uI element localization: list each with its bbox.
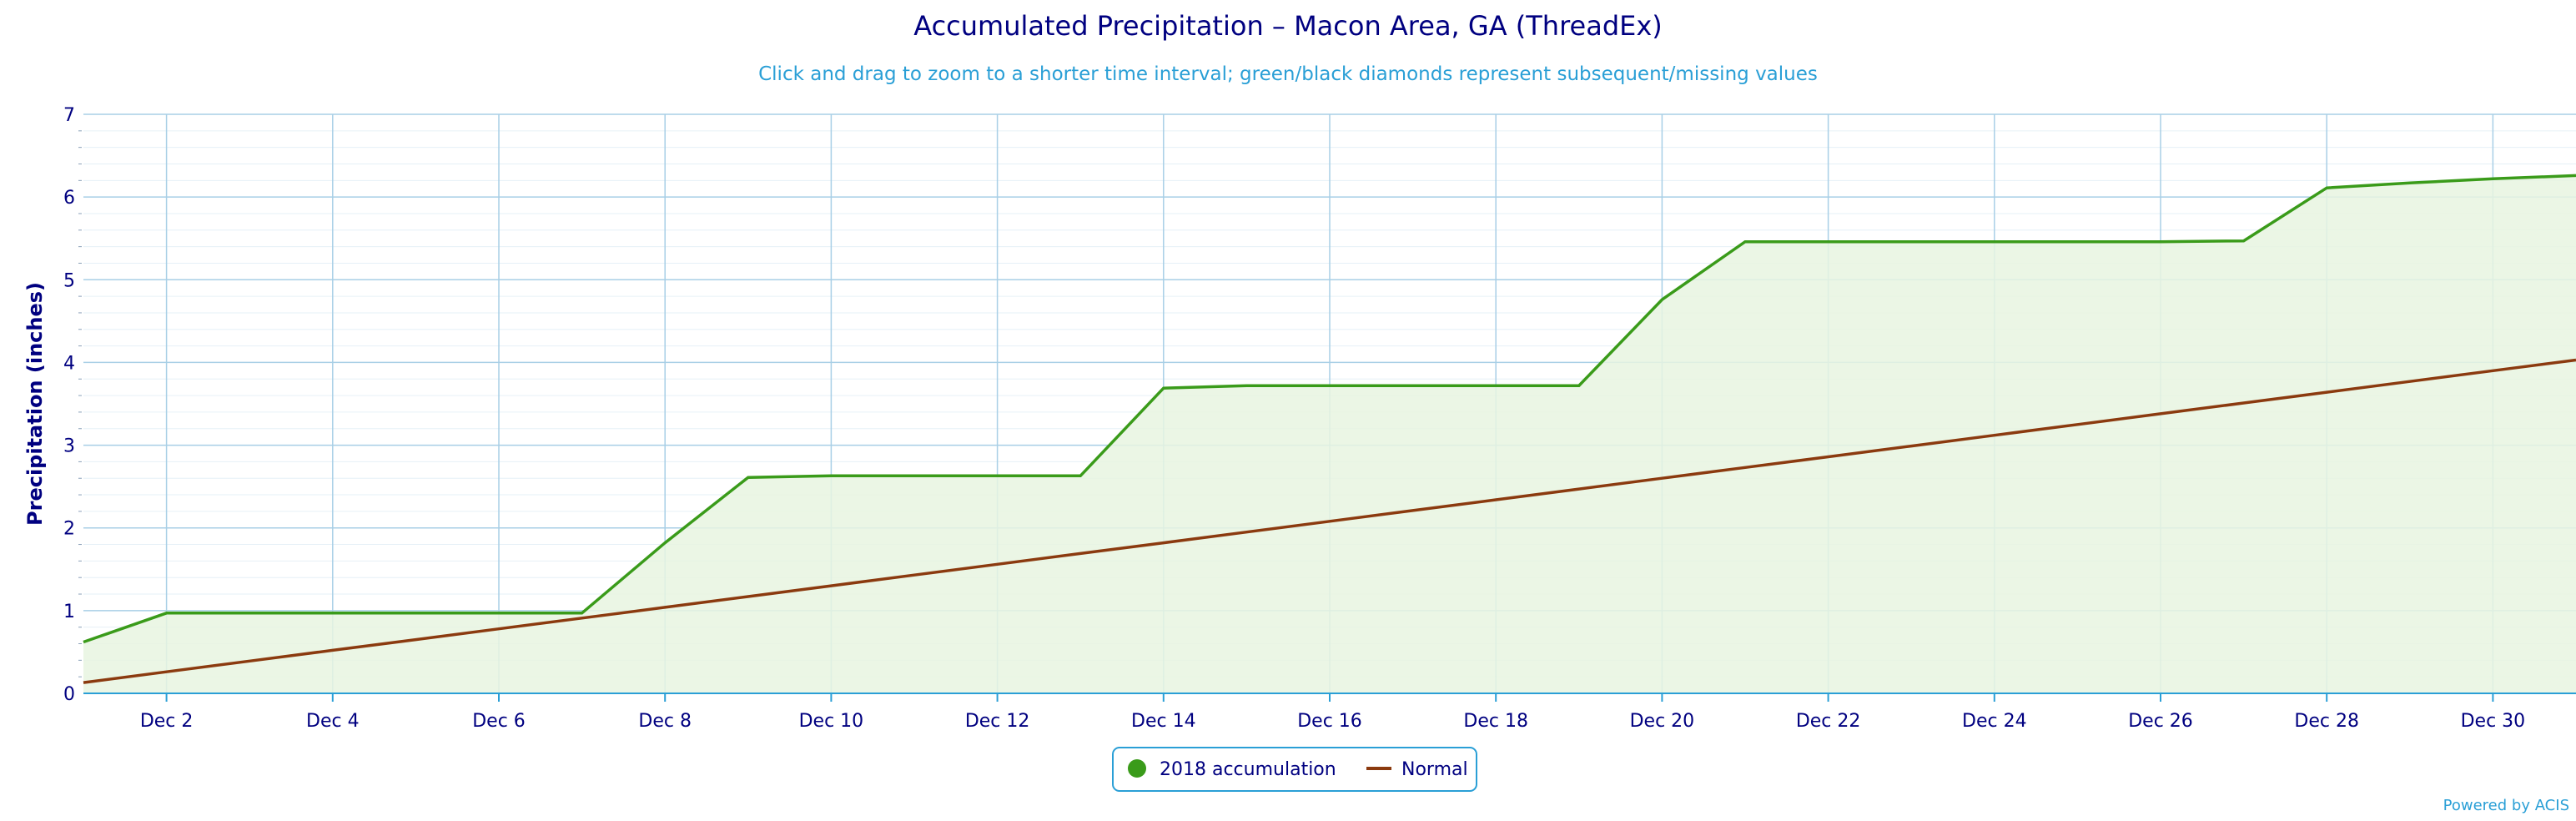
x-tick-label: Dec 12	[965, 711, 1030, 732]
legend-box	[1112, 747, 1477, 792]
chart-title: Accumulated Precipitation – Macon Area, …	[913, 10, 1663, 42]
chart-subtitle: Click and drag to zoom to a shorter time…	[758, 63, 1818, 85]
y-axis-label: Precipitation (inches)	[23, 282, 47, 526]
x-tick-label: Dec 2	[140, 711, 194, 732]
legend-accumulation-label: 2018 accumulation	[1160, 759, 1336, 780]
credits-link[interactable]: Powered by ACIS	[2443, 797, 2569, 814]
legend-accumulation-marker-icon	[1128, 759, 1146, 778]
x-tick-label: Dec 28	[2294, 711, 2359, 732]
legend-item-normal[interactable]: Normal	[1366, 759, 1468, 780]
legend-item-accumulation[interactable]: 2018 accumulation	[1128, 759, 1336, 780]
x-tick-label: Dec 26	[2128, 711, 2193, 732]
x-tick-label: Dec 4	[306, 711, 360, 732]
y-tick-label: 6	[63, 188, 75, 209]
x-tick-label: Dec 16	[1297, 711, 1362, 732]
y-tick-label: 1	[63, 602, 75, 622]
y-tick-label: 5	[63, 270, 75, 291]
x-tick-label: Dec 22	[1796, 711, 1861, 732]
y-tick-label: 3	[63, 436, 75, 457]
accumulation-area-fill	[83, 175, 2576, 693]
y-tick-label: 0	[63, 684, 75, 705]
x-tick-label: Dec 14	[1131, 711, 1196, 732]
y-tick-label: 2	[63, 519, 75, 540]
x-tick-label: Dec 24	[1962, 711, 2027, 732]
accumulation-series-line[interactable]	[83, 174, 2576, 644]
x-tick-label: Dec 10	[799, 711, 864, 732]
legend-normal-label: Normal	[1401, 759, 1468, 780]
y-tick-label: 4	[63, 353, 75, 374]
x-tick-label: Dec 6	[472, 711, 526, 732]
x-tick-label: Dec 18	[1463, 711, 1528, 732]
legend: 2018 accumulation Normal	[1112, 747, 1477, 792]
y-tick-label: 7	[63, 105, 75, 126]
x-tick-label: Dec 20	[1630, 711, 1695, 732]
x-tick-label: Dec 8	[638, 711, 692, 732]
x-axis-ticks: Dec 2 Dec 4 Dec 6 Dec 8 Dec 10 Dec 12 Dec 14 De…	[140, 693, 2525, 732]
normal-series-line[interactable]	[83, 358, 2576, 684]
x-tick-label: Dec 30	[2461, 711, 2526, 732]
y-axis-ticks: 0 1 2 3 4 5 6 7	[63, 105, 82, 705]
